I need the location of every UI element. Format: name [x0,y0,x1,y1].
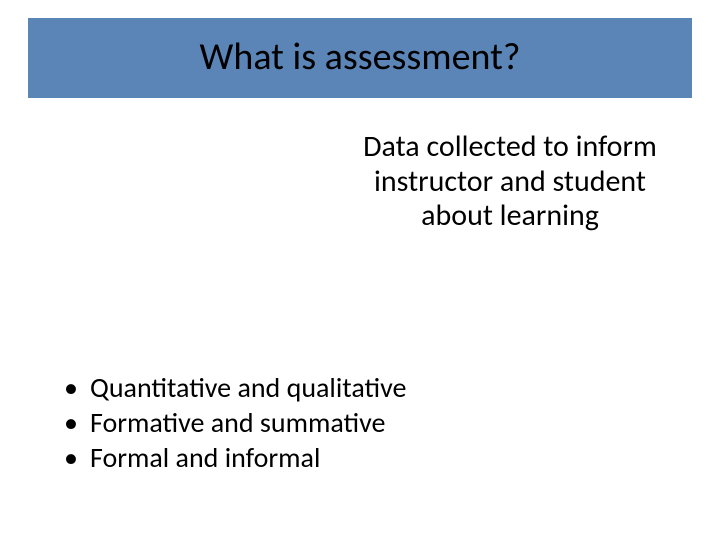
slide-title: What is assessment? [200,37,521,79]
list-item: Quantitative and qualitative [60,370,620,405]
list-item: Formative and summative [60,405,620,440]
slide: What is assessment? Data collected to in… [0,0,720,540]
bullet-list: Quantitative and qualitative Formative a… [60,370,620,475]
slide-subtitle: Data collected to inform instructor and … [360,130,660,234]
title-bar: What is assessment? [28,18,692,98]
list-item: Formal and informal [60,440,620,475]
